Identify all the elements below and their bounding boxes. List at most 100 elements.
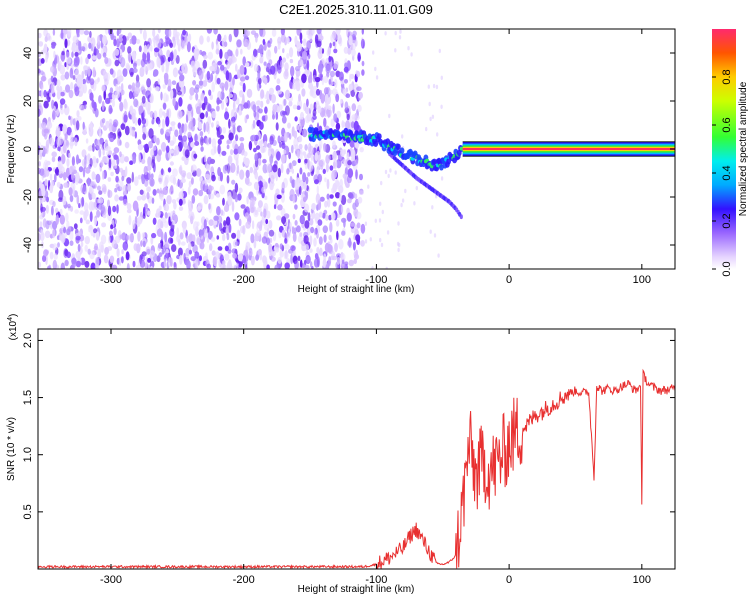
noise-blob <box>65 139 70 148</box>
noise-blob <box>251 220 255 230</box>
noise-blob <box>146 186 151 193</box>
noise-blob <box>73 62 78 68</box>
noise-blob <box>97 77 100 83</box>
colorbar <box>712 29 736 269</box>
noise-blob <box>275 122 279 131</box>
noise-blob <box>205 252 208 261</box>
noise-blob <box>310 261 313 268</box>
noise-blob <box>164 212 168 219</box>
noise-blob <box>197 202 203 210</box>
noise-blob <box>122 68 128 77</box>
noise-blob <box>215 43 220 51</box>
noise-blob <box>239 65 245 75</box>
noise-blob <box>129 38 133 44</box>
noise-blob <box>194 141 200 146</box>
noise-blob <box>173 149 177 157</box>
noise-blob <box>147 58 151 64</box>
noise-blob <box>79 210 85 215</box>
noise-blob <box>299 232 303 237</box>
noise-blob <box>216 105 220 112</box>
noise-blob <box>133 98 139 108</box>
noise-blob <box>42 255 47 262</box>
noise-blob <box>45 143 49 155</box>
noise-blob <box>246 30 251 37</box>
noise-blob <box>335 192 341 199</box>
noise-blob <box>123 114 128 123</box>
noise-blob <box>160 141 167 152</box>
noise-blob <box>384 31 387 36</box>
noise-blob <box>260 89 265 99</box>
noise-blob <box>225 216 231 226</box>
noise-blob <box>291 226 295 235</box>
noise-blob <box>179 126 183 136</box>
noise-blob <box>307 172 311 177</box>
noise-blob <box>38 51 41 58</box>
noise-blob <box>293 138 299 147</box>
secondary-trace-mark <box>459 214 463 220</box>
noise-blob <box>203 54 208 60</box>
noise-blob <box>226 175 230 184</box>
noise-blob <box>292 83 297 90</box>
noise-blob <box>341 217 347 223</box>
noise-blob <box>308 145 314 156</box>
noise-blob <box>231 92 238 102</box>
noise-blob <box>81 149 87 158</box>
noise-blob <box>141 194 147 201</box>
noise-blob <box>284 238 288 244</box>
signal-trace-mark <box>373 140 379 147</box>
noise-blob <box>217 33 222 42</box>
noise-blob <box>328 55 332 63</box>
noise-blob <box>276 89 282 95</box>
noise-blob <box>50 179 54 189</box>
noise-blob <box>165 67 169 74</box>
noise-blob <box>255 100 262 106</box>
noise-blob <box>294 116 298 122</box>
noise-blob <box>352 30 357 37</box>
noise-blob <box>80 46 86 51</box>
noise-blob <box>322 258 327 268</box>
noise-blob <box>213 189 216 196</box>
noise-blob <box>275 111 279 120</box>
noise-blob <box>316 185 319 195</box>
noise-blob <box>137 231 141 242</box>
noise-blob <box>178 206 184 212</box>
noise-blob <box>139 259 146 268</box>
noise-blob <box>38 102 42 108</box>
noise-blob <box>71 51 74 58</box>
noise-blob <box>173 49 177 59</box>
noise-blob <box>84 103 87 110</box>
noise-blob <box>275 171 278 182</box>
noise-blob <box>185 248 190 260</box>
noise-blob <box>135 74 140 83</box>
noise-blob <box>304 244 309 252</box>
noise-blob <box>148 170 151 181</box>
noise-blob <box>360 38 366 49</box>
noise-blob <box>184 35 189 46</box>
noise-blob <box>219 134 225 140</box>
noise-blob <box>183 252 186 262</box>
noise-blob <box>98 132 102 138</box>
noise-blob <box>91 99 95 108</box>
noise-blob <box>74 209 79 214</box>
noise-blob <box>318 46 323 54</box>
noise-blob <box>158 252 163 258</box>
noise-blob <box>281 154 286 164</box>
noise-blob <box>100 204 105 215</box>
noise-blob <box>69 240 74 246</box>
noise-blob <box>233 264 237 269</box>
noise-blob <box>242 93 245 105</box>
noise-blob <box>110 171 114 177</box>
noise-blob <box>78 40 82 51</box>
noise-blob <box>294 204 298 210</box>
noise-blob <box>170 121 176 126</box>
noise-blob <box>188 33 192 43</box>
noise-blob <box>245 62 250 68</box>
noise-blob <box>40 229 44 236</box>
noise-blob <box>109 68 114 75</box>
noise-blob <box>91 37 96 48</box>
noise-blob <box>49 137 54 147</box>
noise-blob <box>146 264 149 269</box>
noise-blob <box>217 60 223 66</box>
noise-blob <box>325 64 331 74</box>
noise-blob <box>284 262 290 269</box>
